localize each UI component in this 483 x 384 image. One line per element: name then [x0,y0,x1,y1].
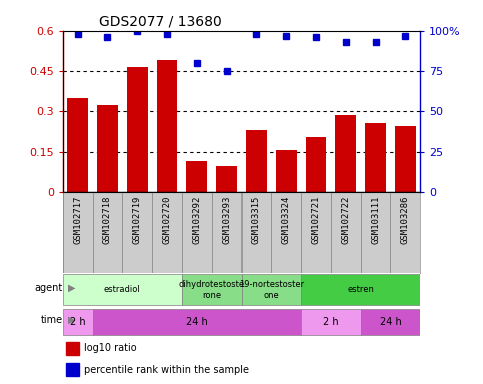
Text: dihydrotestoste
rone: dihydrotestoste rone [179,280,245,300]
Bar [361,192,390,273]
Bar [66,363,79,376]
Bar [97,104,118,192]
Text: 19-nortestoster
one: 19-nortestoster one [239,280,304,300]
Text: GSM102720: GSM102720 [163,196,171,244]
Bar [276,150,297,192]
Bar [63,192,93,273]
Bar [63,274,182,306]
Text: GSM102718: GSM102718 [103,196,112,244]
Bar [301,274,420,306]
Bar [122,192,152,273]
Text: GDS2077 / 13680: GDS2077 / 13680 [99,14,221,28]
Text: 24 h: 24 h [380,316,401,327]
Bar [246,130,267,192]
Text: ▶: ▶ [68,283,75,293]
Text: log10 ratio: log10 ratio [84,343,137,354]
Bar [301,192,331,273]
Bar [127,67,148,192]
Text: GSM102717: GSM102717 [73,196,82,244]
Text: GSM102721: GSM102721 [312,196,320,244]
Bar [395,126,416,192]
Text: GSM103293: GSM103293 [222,196,231,244]
Text: GSM103286: GSM103286 [401,196,410,244]
Bar [306,137,327,192]
Bar [182,274,242,306]
Bar [242,192,271,273]
Text: GSM103324: GSM103324 [282,196,291,244]
Bar [212,192,242,273]
Text: ▶: ▶ [68,315,75,325]
Bar [186,161,207,192]
Bar [63,309,93,334]
Bar [93,309,301,334]
Bar [152,192,182,273]
Bar [67,98,88,192]
Bar [242,274,301,306]
Bar [271,192,301,273]
Bar [182,192,212,273]
Text: 2 h: 2 h [323,316,339,327]
Bar [390,192,420,273]
Text: agent: agent [35,283,63,293]
Text: estradiol: estradiol [104,285,141,295]
Text: 24 h: 24 h [186,316,208,327]
Text: estren: estren [347,285,374,295]
Bar [93,192,122,273]
Bar [66,342,79,355]
Bar [156,60,177,192]
Bar [301,309,361,334]
Text: GSM103292: GSM103292 [192,196,201,244]
Bar [361,309,420,334]
Text: GSM102722: GSM102722 [341,196,350,244]
Text: percentile rank within the sample: percentile rank within the sample [84,364,249,375]
Bar [335,115,356,192]
Bar [216,167,237,192]
Text: GSM103111: GSM103111 [371,196,380,244]
Bar [331,192,361,273]
Text: GSM103315: GSM103315 [252,196,261,244]
Text: GSM102719: GSM102719 [133,196,142,244]
Text: time: time [41,315,63,325]
Bar [365,123,386,192]
Text: 2 h: 2 h [70,316,85,327]
